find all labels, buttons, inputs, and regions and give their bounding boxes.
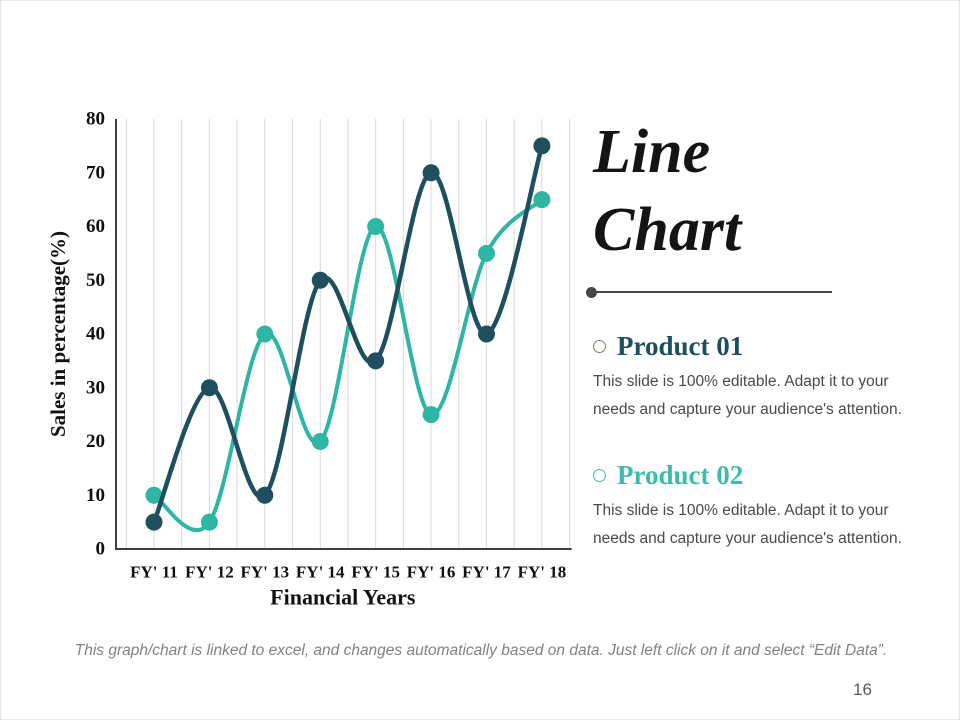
y-tick-labels: 0 10 20 30 40 50 60 70 80: [86, 109, 105, 560]
y-tick-label: 60: [86, 216, 105, 237]
x-tick-labels: FY' 11 FY' 12 FY' 13 FY' 14 FY' 15 FY' 16 FY' …: [130, 563, 566, 582]
data-point-marker: [367, 352, 385, 370]
y-axis-title: Sales in percentage(%): [46, 231, 70, 437]
product-01-heading: Product 01: [593, 331, 933, 361]
divider-rule: [597, 291, 832, 293]
data-point-marker: [422, 164, 440, 182]
y-tick-label: 20: [86, 431, 105, 452]
data-point-marker: [145, 486, 163, 504]
divider-dot-icon: [586, 286, 597, 298]
data-point-marker: [256, 325, 274, 343]
y-tick-label: 10: [86, 485, 105, 506]
x-tick-label: FY' 17: [462, 563, 511, 582]
product-01-section: Product 01 This slide is 100% editable. …: [593, 331, 933, 424]
data-point-marker: [200, 379, 218, 397]
data-point-marker: [311, 433, 329, 450]
x-tick-label: FY' 18: [518, 563, 567, 582]
page-number: 16: [853, 680, 872, 699]
data-point-marker: [256, 486, 274, 504]
circle-bullet-icon: [593, 339, 606, 353]
footer-note: This graph/chart is linked to excel, and…: [74, 642, 888, 659]
title-divider: [586, 285, 832, 299]
y-tick-label: 40: [86, 324, 105, 345]
x-tick-label: FY' 13: [241, 563, 290, 582]
product-02-heading: Product 02: [593, 460, 933, 490]
chart-axes: [115, 119, 572, 550]
data-point-marker: [477, 244, 495, 262]
product-02-name: Product 02: [617, 460, 744, 490]
data-point-marker: [200, 513, 218, 531]
data-point-marker: [477, 325, 495, 343]
data-point-marker: [422, 406, 440, 424]
y-tick-label: 80: [86, 109, 105, 130]
x-tick-label: FY' 12: [185, 563, 234, 582]
x-tick-label: FY' 16: [407, 563, 456, 582]
series-product-01: [145, 137, 551, 531]
x-tick-label: FY' 11: [130, 563, 178, 582]
y-tick-label: 0: [96, 539, 106, 560]
y-tick-label: 50: [86, 270, 105, 291]
x-axis-title: Financial Years: [270, 585, 416, 610]
product-02-section: Product 02 This slide is 100% editable. …: [593, 460, 933, 553]
slide-title: Line Chart: [593, 113, 741, 269]
product-01-description: This slide is 100% editable. Adapt it to…: [593, 373, 902, 418]
circle-bullet-icon: [593, 468, 606, 482]
x-tick-label: FY' 15: [351, 563, 400, 582]
data-point-marker: [533, 191, 551, 209]
product-02-description: This slide is 100% editable. Adapt it to…: [593, 502, 902, 547]
slide-title-line-2: Chart: [593, 196, 742, 264]
y-tick-label: 70: [86, 162, 105, 183]
data-point-marker: [533, 137, 551, 155]
y-tick-label: 30: [86, 377, 105, 398]
data-point-marker: [311, 271, 329, 289]
slide-title-line-1: Line: [593, 118, 711, 186]
product-01-name: Product 01: [617, 331, 744, 361]
x-tick-label: FY' 14: [296, 563, 345, 582]
data-point-marker: [145, 513, 163, 531]
data-point-marker: [367, 218, 385, 235]
